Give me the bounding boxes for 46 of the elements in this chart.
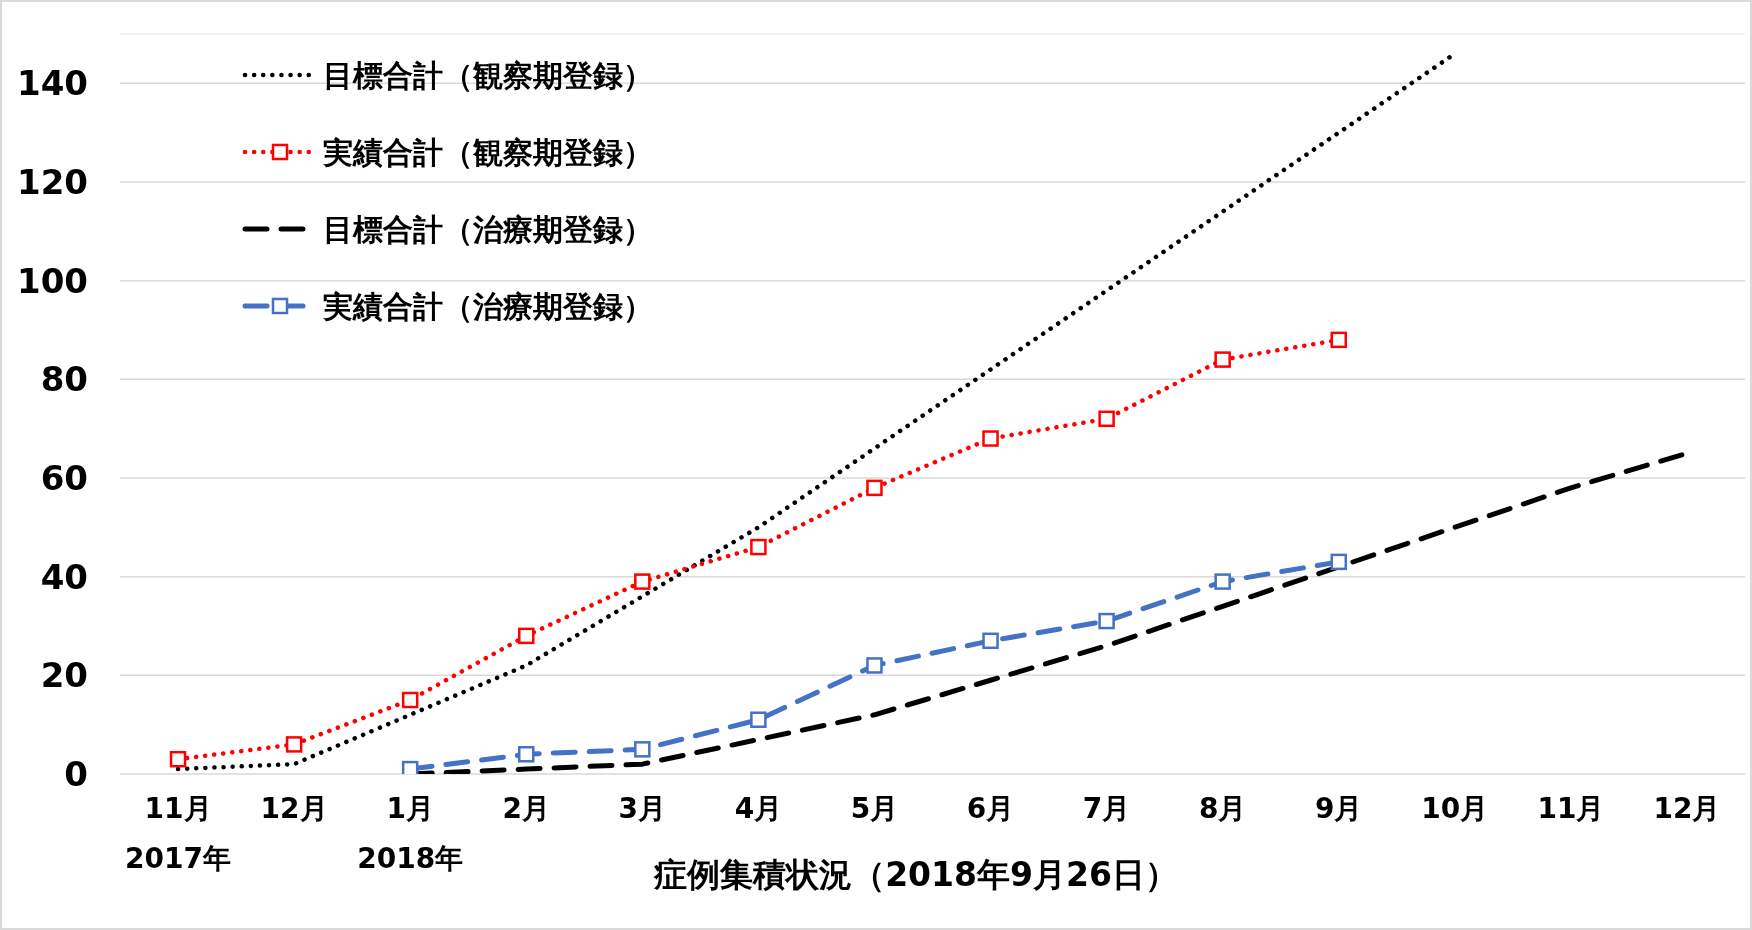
x-tick-label: 11月 bbox=[1537, 792, 1605, 825]
y-tick-label: 100 bbox=[17, 260, 88, 301]
x-tick-label: 10月 bbox=[1421, 792, 1489, 825]
y-tick-label: 140 bbox=[17, 63, 88, 104]
x-tick-label: 3月 bbox=[618, 792, 667, 825]
x-tick-label: 7月 bbox=[1082, 792, 1131, 825]
x-tick-label: 12月 bbox=[1653, 792, 1721, 825]
point bbox=[169, 750, 187, 768]
legend-label: 実績合計（観察期登録） bbox=[322, 135, 653, 170]
x-tick-label: 11月 2017年 bbox=[125, 792, 231, 875]
point bbox=[1330, 331, 1347, 349]
point bbox=[518, 746, 535, 763]
point bbox=[1330, 553, 1347, 571]
point bbox=[982, 430, 999, 447]
point bbox=[634, 741, 651, 758]
y-tick-label: 60 bbox=[40, 458, 88, 498]
legend-label: 目標合計（観察期登録） bbox=[323, 58, 653, 93]
point bbox=[401, 691, 419, 709]
legend-label: 実績合計（治療期登録） bbox=[322, 289, 653, 324]
point bbox=[866, 657, 883, 674]
point bbox=[1214, 573, 1231, 590]
point bbox=[866, 479, 883, 497]
point bbox=[1098, 612, 1115, 630]
point bbox=[1214, 351, 1231, 368]
x-axis-title: 症例集積状況（2018年9月26日） bbox=[653, 855, 1178, 894]
x-tick-label: 5月 bbox=[850, 792, 899, 825]
x-tick-label: 8月 bbox=[1198, 792, 1247, 825]
point bbox=[285, 736, 303, 753]
x-tick-label: 2月 bbox=[502, 792, 550, 825]
legend-label: 目標合計（治療期登録） bbox=[323, 212, 653, 247]
x-tick-label: 9月 bbox=[1315, 792, 1363, 825]
y-tick-label: 0 bbox=[64, 754, 88, 794]
y-tick-label: 80 bbox=[40, 359, 88, 400]
point bbox=[634, 573, 651, 590]
point bbox=[982, 632, 999, 650]
point bbox=[750, 711, 767, 728]
x-tick-label: 1月 2018年 bbox=[357, 792, 464, 875]
y-tick-label: 20 bbox=[40, 655, 88, 696]
point bbox=[750, 538, 767, 556]
x-tick-label: 12月 bbox=[260, 792, 328, 825]
point bbox=[1098, 410, 1115, 428]
x-tick-label: 6月 bbox=[966, 792, 1015, 825]
y-tick-label: 120 bbox=[17, 162, 88, 202]
x-tick-label: 4月 bbox=[734, 792, 783, 825]
y-tick-label: 40 bbox=[40, 556, 88, 597]
point bbox=[518, 627, 535, 645]
